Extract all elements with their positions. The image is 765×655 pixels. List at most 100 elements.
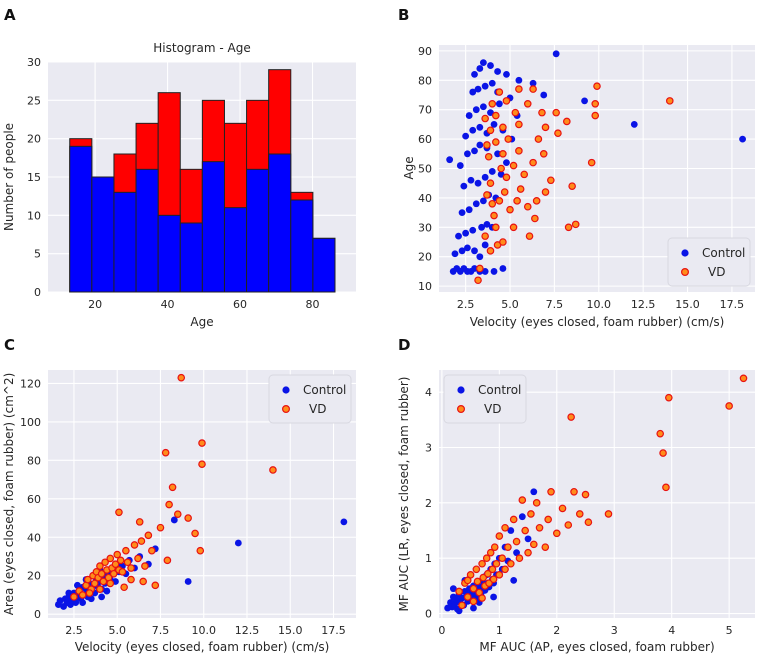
legend-label-control-d: Control [478,383,521,397]
point-control [170,516,178,524]
point-control [470,604,477,612]
point-vd [499,149,507,158]
x-tick-label: 0 [438,624,445,637]
point-vd [604,510,613,518]
point-control [494,68,501,75]
yticks-c: 0 20 40 60 80 100 120 [20,377,41,621]
point-control [455,607,463,615]
point-vd [156,523,165,532]
point-vd [529,158,537,167]
point-vd [472,565,481,574]
point-vd [196,546,205,555]
point-vd [587,158,596,167]
point-control [530,488,538,496]
panel-letter-b: B [398,6,409,24]
y-axis-label-b: Age [402,156,416,179]
point-vd [481,114,489,123]
x-tick-label: 17.5 [720,298,745,311]
y-axis-label-a: Number of people [2,123,16,231]
panel-c: C 2.5 5.0 7.5 10.0 12.5 15.0 17.5 0 20 40 60 80 100… [2,336,356,654]
point-vd [486,247,495,255]
point-vd [534,135,543,143]
point-vd [581,490,590,499]
y-tick-label: 50 [418,163,432,176]
point-vd [497,164,505,173]
point-vd [486,126,495,135]
point-vd [463,576,472,585]
point-vd [109,569,118,578]
point-control [87,595,95,603]
point-vd [516,185,525,193]
point-vd [489,575,498,584]
point-vd [463,593,472,601]
point-vd [554,129,562,138]
point-vd [500,188,509,196]
point-vd [123,558,132,567]
x-tick-label: 12.5 [631,298,656,311]
y-tick-label: 1 [425,552,432,565]
point-control [552,50,560,58]
point-vd [541,543,550,551]
x-tick-label: 17.5 [321,624,346,637]
point-control [472,200,480,208]
point-control [481,268,489,275]
point-vd [198,439,206,447]
point-control [481,241,489,249]
point-control [481,173,489,181]
point-vd [96,585,104,593]
point-control [524,535,532,543]
point-vd [495,197,504,205]
point-vd [509,223,518,232]
point-vd [523,202,532,211]
point-control [451,250,459,258]
point-control [494,150,501,158]
point-vd [490,211,498,220]
legend-marker-vd-b [680,268,689,277]
point-vd [148,546,156,555]
legend-box-d [443,374,527,424]
y-tick-label: 2 [425,497,432,510]
point-vd [120,583,128,592]
legend-box-b [667,237,751,287]
y-tick-label: 0 [425,608,432,621]
point-vd [509,161,518,170]
legend-label-vd-b: VD [708,265,725,279]
y-tick-label: 10 [27,209,41,222]
y-tick-label: 80 [27,454,41,467]
point-vd [495,88,504,96]
xticks-a: 20 40 60 80 [88,298,319,311]
point-vd [484,152,493,161]
point-vd [502,173,511,182]
y-axis-label-c: Area (eyes closed, foam rubber) (cm^2) [2,373,16,616]
point-vd [570,487,578,496]
point-vd [478,559,486,568]
legend-d: Control VD [443,374,527,424]
point-vd [141,562,149,570]
point-vd [506,205,514,214]
point-control [446,156,454,164]
point-vd [137,537,146,545]
legend-marker-vd-d [457,405,466,414]
point-control [503,71,510,78]
point-vd [547,487,555,496]
point-vd [122,546,130,555]
point-control [479,103,487,111]
point-control [460,182,468,190]
x-tick-label: 80 [306,298,320,311]
point-vd [492,559,501,568]
legend-box-c [268,374,352,424]
yticks-a: 0 5 10 15 20 25 30 [27,56,41,299]
point-vd [558,504,567,513]
point-vd [515,85,523,93]
point-vd [504,543,512,551]
yticks-d: 0 1 2 3 4 [425,386,432,620]
point-control [479,59,487,67]
point-vd [665,97,674,105]
point-control [234,539,242,547]
x-tick-label: 12.5 [235,624,260,637]
x-axis-label-a: Age [190,315,213,329]
legend-label-vd-d: VD [484,402,501,416]
x-axis-label-c: Velocity (eyes closed, foam rubber) (cm/… [75,640,330,654]
y-tick-label: 100 [20,416,41,429]
point-vd [501,565,509,574]
